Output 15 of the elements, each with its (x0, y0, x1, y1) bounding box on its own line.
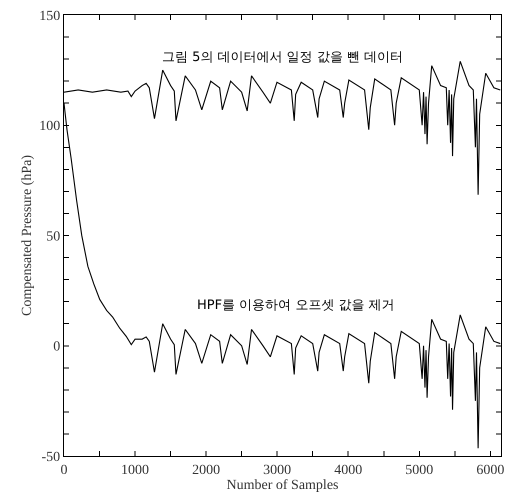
x-tick-label: 1000 (121, 462, 150, 478)
x-tick-label: 5000 (405, 462, 434, 478)
y-tick-label: 0 (53, 340, 60, 355)
x-tick-label: 3000 (263, 462, 292, 478)
x-tick-label: 6000 (476, 462, 504, 478)
x-axis-title: Number of Samples (226, 478, 338, 494)
y-tick-label: 100 (39, 119, 60, 134)
annotation: 그림 5의 데이터에서 일정 값을 뺀 데이터 (162, 50, 404, 65)
annotation: HPF를 이용하여 오프셋 값을 제거 (197, 298, 395, 313)
y-axis-title: Compensated Pressure (hPa) (20, 154, 35, 316)
x-tick-label: 2000 (192, 462, 220, 478)
y-tick-label: 50 (46, 229, 60, 244)
x-tick-label: 4000 (334, 462, 362, 478)
y-tick-label: -50 (42, 450, 60, 465)
y-tick-label: 150 (39, 8, 60, 24)
